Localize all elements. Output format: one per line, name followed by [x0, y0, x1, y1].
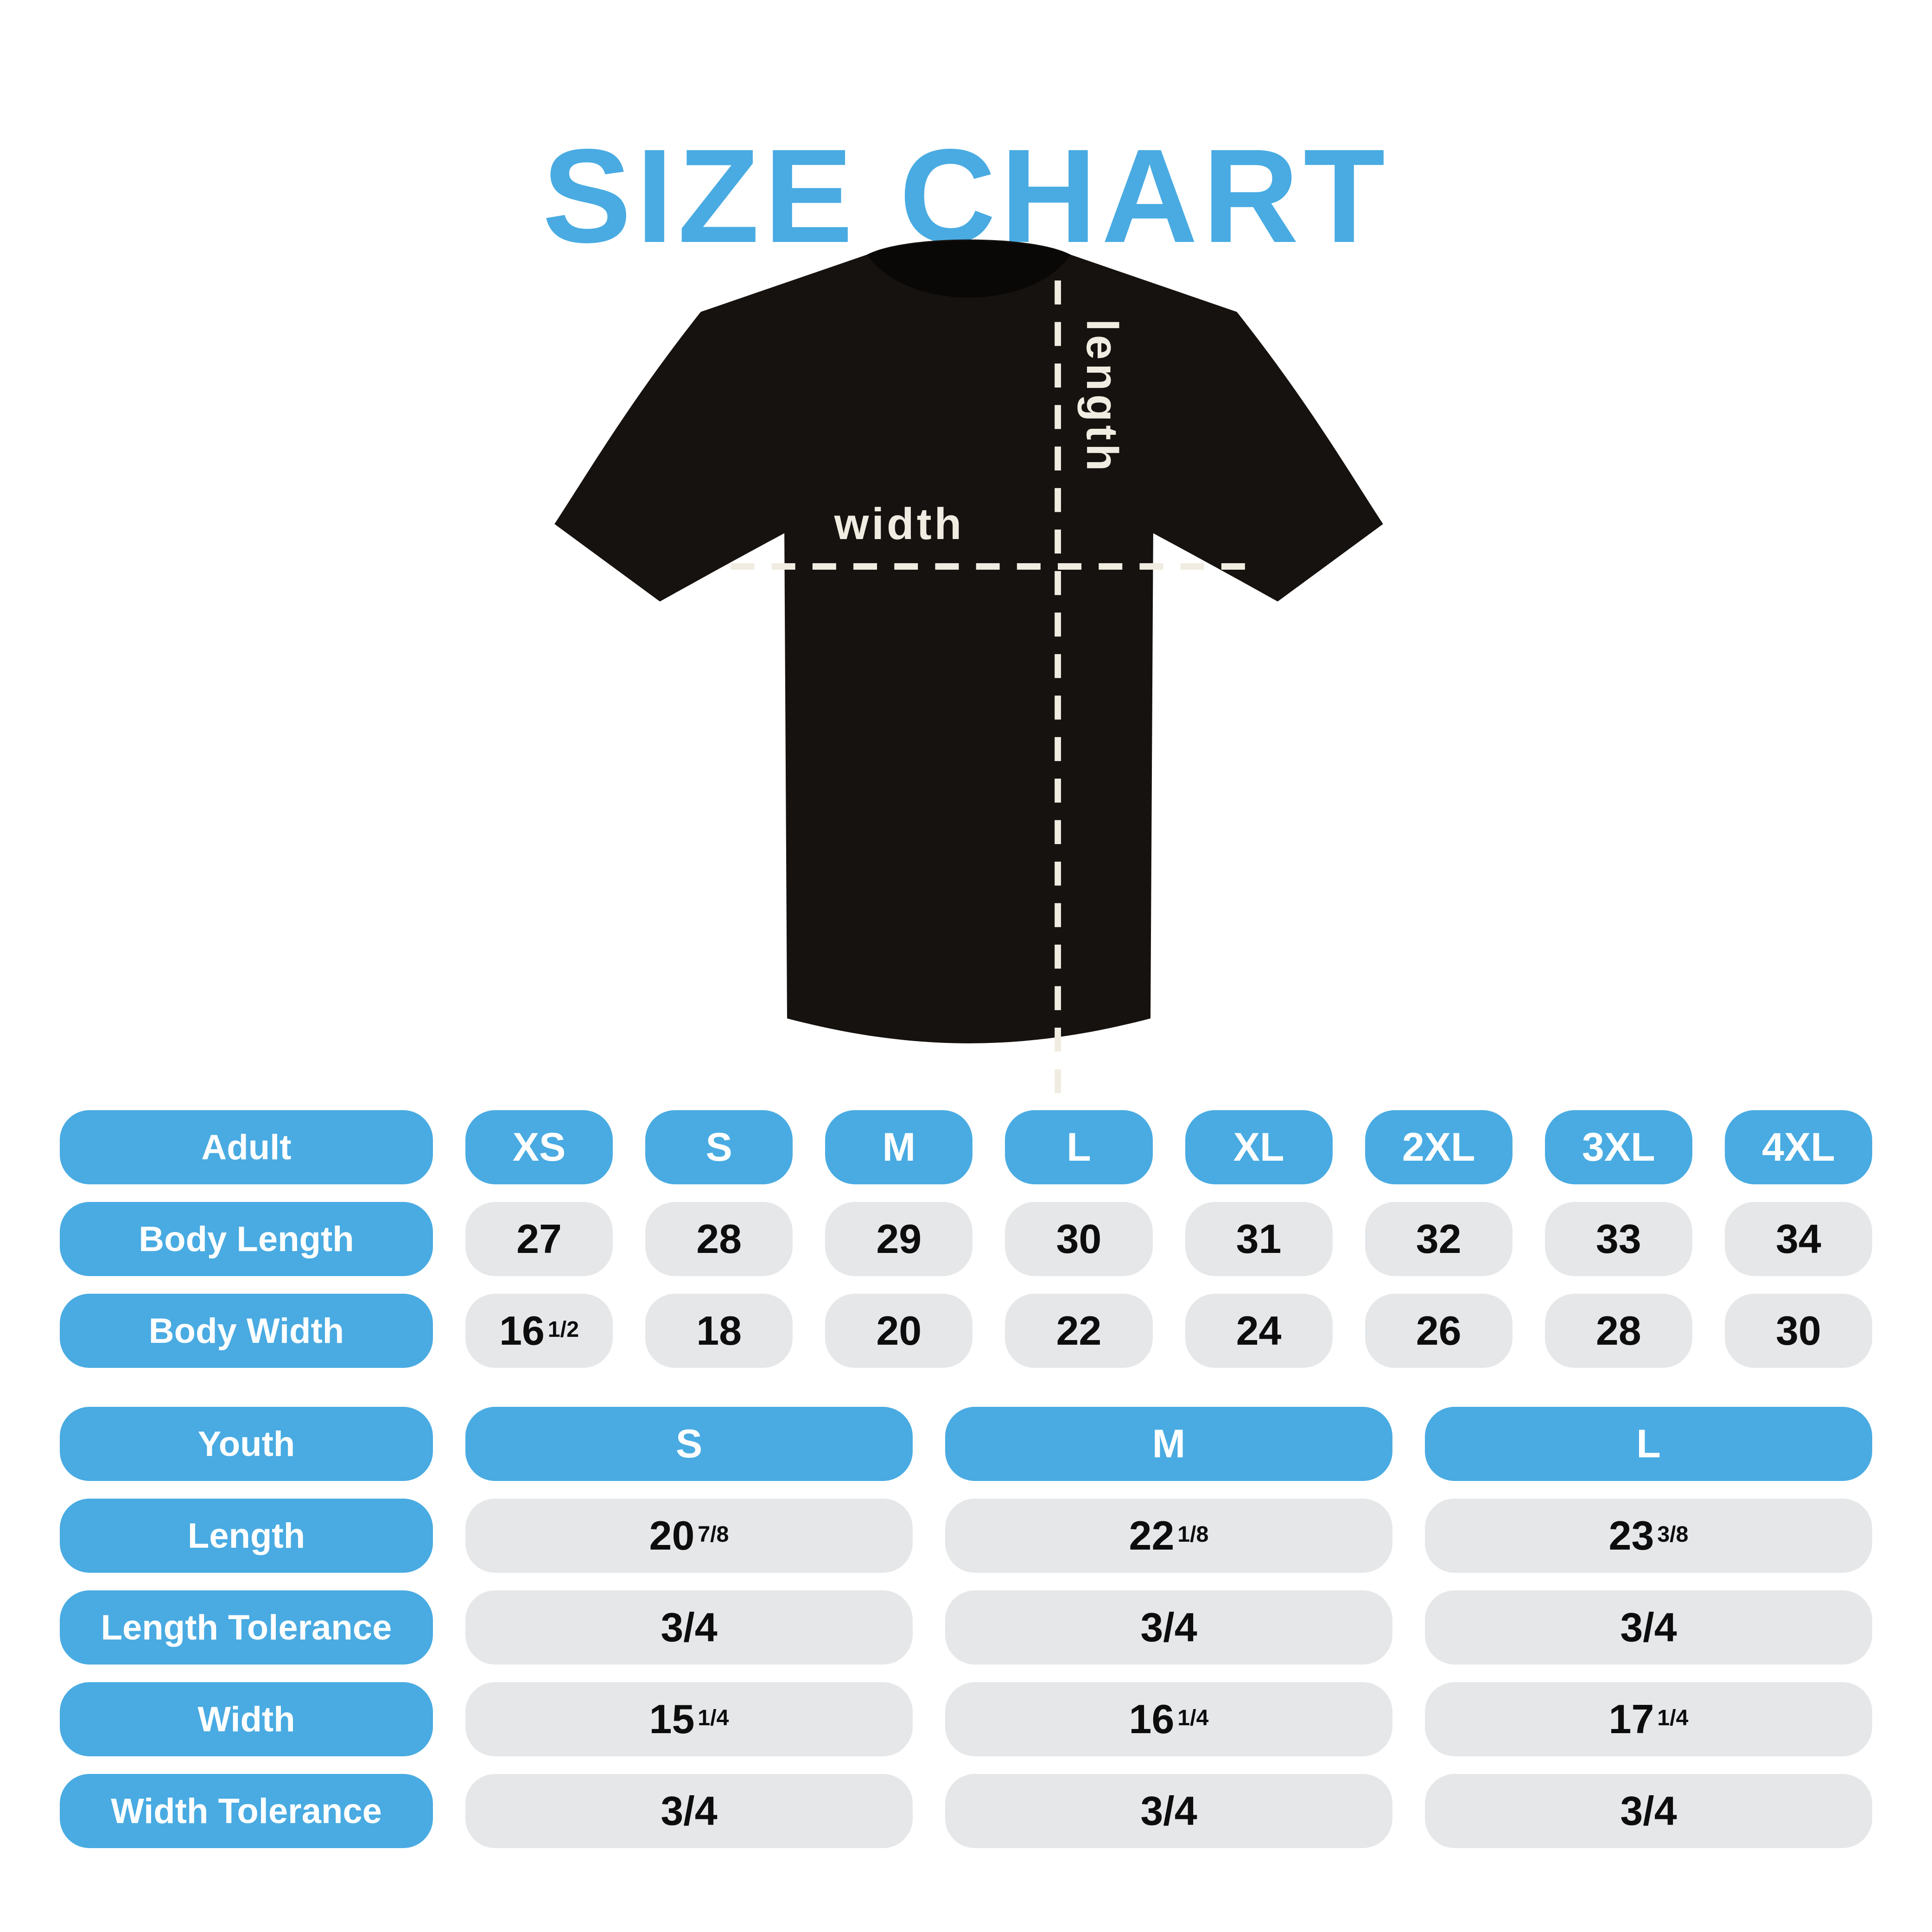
adult-table-header: Adult	[60, 1110, 433, 1184]
adult-size-m: M	[825, 1110, 973, 1184]
width-measure-label: width	[834, 499, 965, 549]
body-width-cell: 16 1/2	[465, 1294, 613, 1368]
adult-row-label-body-width: Body Width	[60, 1294, 433, 1368]
youth-width-cell: 16 1/4	[945, 1682, 1392, 1756]
youth-size-m: M	[945, 1407, 1392, 1481]
tshirt-silhouette	[554, 239, 1383, 1043]
youth-row-label-length: Length	[60, 1499, 433, 1573]
youth-row-label-width: Width	[60, 1682, 433, 1756]
adult-size-xs: XS	[465, 1110, 613, 1184]
youth-width-cell: 15 1/4	[465, 1682, 913, 1756]
youth-size-table: Youth S M L Length 20 7/8 22 1/8 23 3/8 Len…	[60, 1407, 1872, 1848]
body-length-cell: 28	[645, 1202, 793, 1276]
youth-length-cell: 23 3/8	[1425, 1499, 1872, 1573]
tshirt-diagram	[515, 199, 1423, 1122]
youth-width-tolerance-cell: 3/4	[945, 1774, 1392, 1848]
body-width-cell: 24	[1185, 1294, 1333, 1368]
adult-size-s: S	[645, 1110, 793, 1184]
page-title: SIZE CHART	[542, 121, 1390, 271]
adult-size-xl: XL	[1185, 1110, 1333, 1184]
adult-size-3xl: 3XL	[1544, 1110, 1692, 1184]
body-width-cell: 30	[1724, 1294, 1872, 1368]
youth-width-tolerance-cell: 3/4	[1425, 1774, 1872, 1848]
body-length-cell: 30	[1005, 1202, 1153, 1276]
youth-length-cell: 20 7/8	[465, 1499, 913, 1573]
youth-length-tolerance-cell: 3/4	[1425, 1590, 1872, 1665]
adult-size-l: L	[1005, 1110, 1153, 1184]
youth-length-cell: 22 1/8	[945, 1499, 1392, 1573]
body-length-cell: 32	[1365, 1202, 1513, 1276]
body-width-cell: 26	[1365, 1294, 1513, 1368]
youth-row-label-length-tolerance: Length Tolerance	[60, 1590, 433, 1665]
body-length-cell: 29	[825, 1202, 973, 1276]
youth-length-tolerance-cell: 3/4	[945, 1590, 1392, 1665]
body-length-cell: 34	[1724, 1202, 1872, 1276]
length-measure-label: length	[1077, 319, 1127, 475]
body-width-cell: 22	[1005, 1294, 1153, 1368]
adult-row-label-body-length: Body Length	[60, 1202, 433, 1276]
body-length-cell: 31	[1185, 1202, 1333, 1276]
body-length-cell: 33	[1544, 1202, 1692, 1276]
adult-size-4xl: 4XL	[1724, 1110, 1872, 1184]
body-width-cell: 20	[825, 1294, 973, 1368]
tshirt-graphic	[554, 239, 1383, 1106]
body-width-cell: 18	[645, 1294, 793, 1368]
adult-size-2xl: 2XL	[1365, 1110, 1513, 1184]
youth-width-cell: 17 1/4	[1425, 1682, 1872, 1756]
youth-table-header: Youth	[60, 1407, 433, 1481]
adult-size-table: Adult XS S M L XL 2XL 3XL 4XL Body Lengt…	[60, 1110, 1872, 1368]
body-width-cell: 28	[1544, 1294, 1692, 1368]
youth-size-l: L	[1425, 1407, 1872, 1481]
youth-width-tolerance-cell: 3/4	[465, 1774, 913, 1848]
youth-row-label-width-tolerance: Width Tolerance	[60, 1774, 433, 1848]
body-length-cell: 27	[465, 1202, 613, 1276]
youth-size-s: S	[465, 1407, 913, 1481]
youth-length-tolerance-cell: 3/4	[465, 1590, 913, 1665]
